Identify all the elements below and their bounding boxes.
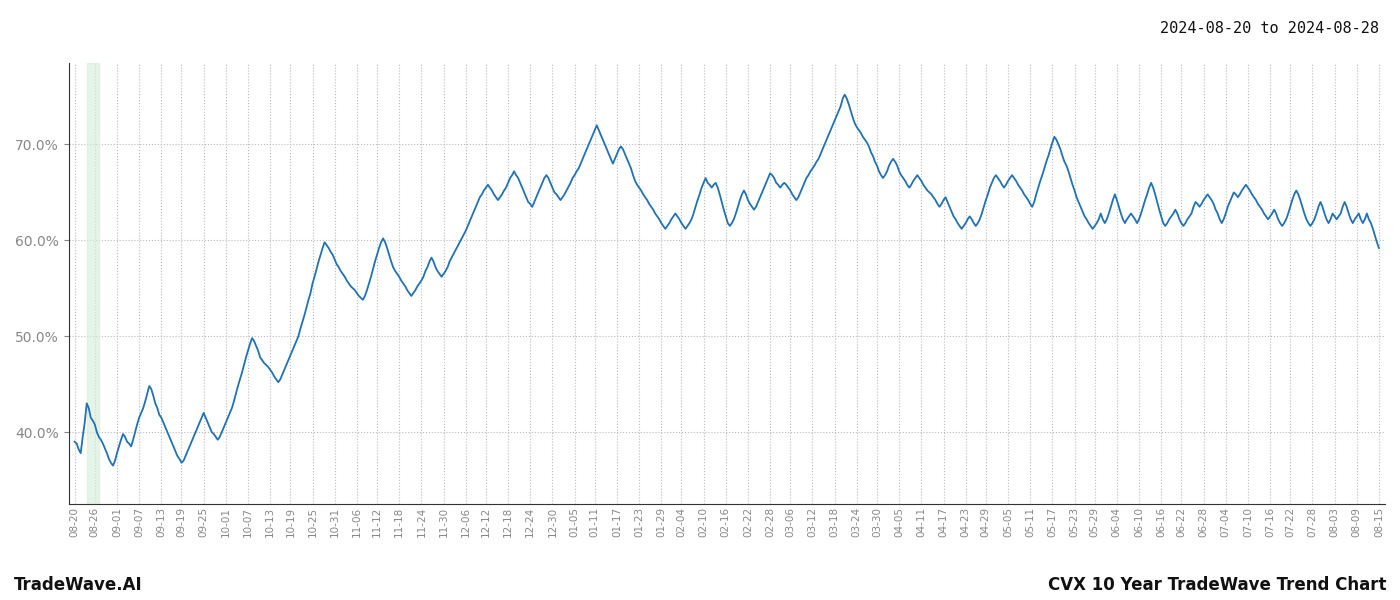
Text: TradeWave.AI: TradeWave.AI [14, 576, 143, 594]
Text: CVX 10 Year TradeWave Trend Chart: CVX 10 Year TradeWave Trend Chart [1047, 576, 1386, 594]
Text: 2024-08-20 to 2024-08-28: 2024-08-20 to 2024-08-28 [1161, 21, 1379, 36]
Bar [87, 63, 99, 504]
